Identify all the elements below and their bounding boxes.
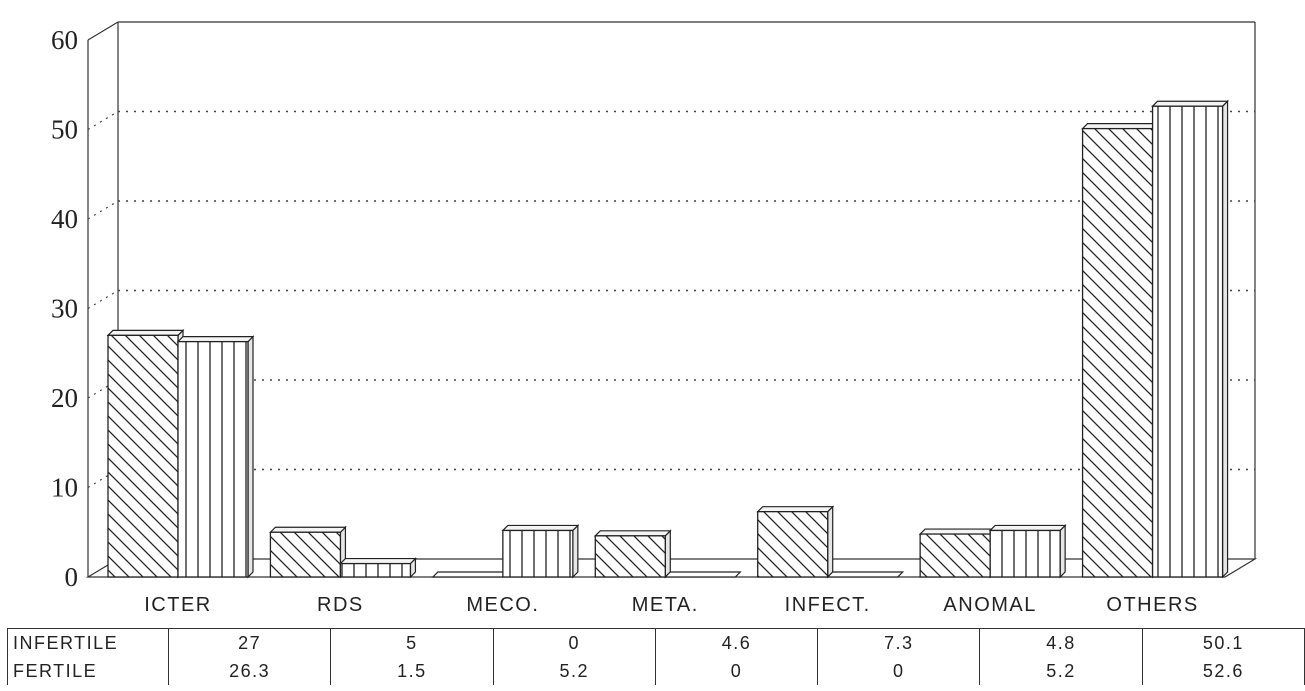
bar-top xyxy=(1151,100,1230,107)
table-cell: 0 xyxy=(492,628,656,657)
table-cell: 26.3 xyxy=(167,657,332,685)
bar-face xyxy=(339,562,412,578)
bar-face xyxy=(594,535,666,578)
y-tick-label: 60 xyxy=(51,25,78,55)
y-tick-label: 30 xyxy=(51,294,78,324)
gridline-side xyxy=(87,200,119,220)
table-cell: 5.2 xyxy=(492,657,656,685)
bar-side xyxy=(247,335,254,579)
x-tick-label: INFECT. xyxy=(785,594,871,616)
bar-face xyxy=(502,529,574,578)
gridlines xyxy=(87,110,1255,489)
x-tick-label: OTHERS xyxy=(1106,594,1198,616)
x-tick-label: RDS xyxy=(317,594,364,616)
bar-face xyxy=(1151,105,1224,578)
bar-side xyxy=(827,505,834,579)
table-cell: 5.2 xyxy=(979,657,1143,685)
y-tick-label: 40 xyxy=(51,204,78,234)
bar-fertile-rds xyxy=(338,557,417,579)
bar-face xyxy=(757,511,829,578)
table-cell: 7.3 xyxy=(817,628,981,657)
table-row-fertile: FERTILE 26.3 1.5 5.2 0 0 5.2 52.6 xyxy=(7,657,1305,685)
data-table: INFERTILE 27 5 0 4.6 7.3 4.8 50.1 FERTIL… xyxy=(7,628,1305,685)
y-tick-label: 50 xyxy=(51,115,78,145)
bar-top xyxy=(501,524,580,532)
bar-face xyxy=(107,334,179,578)
bar-zero xyxy=(663,571,742,578)
bars xyxy=(106,99,1230,579)
row-label-infertile: INFERTILE xyxy=(7,628,169,657)
bar-infertile-rds xyxy=(268,525,347,579)
bar-face xyxy=(919,533,991,578)
row-label-fertile: FERTILE xyxy=(7,657,169,685)
table-cell: 52.6 xyxy=(1141,657,1305,685)
table-cell: 4.8 xyxy=(979,628,1143,657)
bar-top xyxy=(593,530,672,537)
y-tick-label: 10 xyxy=(51,473,78,503)
bar-top xyxy=(268,526,347,533)
gridline-side xyxy=(87,289,119,310)
bar-fertile-meco xyxy=(501,524,580,579)
bar-top xyxy=(988,524,1067,532)
bar-chart: 0 10 20 30 40 50 60 ICTER RDS MECO. META. INFECT. AN… xyxy=(51,21,1258,616)
table-cell: 1.5 xyxy=(330,657,494,685)
table-cell: 4.6 xyxy=(654,628,819,657)
x-tick-label: MECO. xyxy=(466,594,539,616)
axis-labels: 0 10 20 30 40 50 60 ICTER RDS MECO. META. INFECT. AN… xyxy=(51,25,1198,616)
bar-side xyxy=(1059,524,1066,579)
table-row-infertile: INFERTILE 27 5 0 4.6 7.3 4.8 50.1 xyxy=(7,628,1305,657)
y-tick-label: 20 xyxy=(51,383,78,413)
bar-top xyxy=(106,329,185,336)
bar-infertile-meta xyxy=(593,529,672,579)
bar-infertile-infect xyxy=(756,505,835,579)
bar-top xyxy=(176,336,255,343)
x-tick-label: ICTER xyxy=(144,594,212,616)
bar-infertile-meco xyxy=(431,571,510,578)
bar-face xyxy=(1081,127,1154,578)
bar-zero xyxy=(826,571,905,578)
table-cell: 0 xyxy=(817,657,981,685)
table-cell: 0 xyxy=(654,657,819,685)
bar-fertile-meta xyxy=(663,571,742,578)
bar-fertile-anomal xyxy=(988,524,1067,579)
bar-top xyxy=(756,506,835,513)
bar-infertile-anomal xyxy=(918,527,997,579)
bar-side xyxy=(572,524,579,579)
bar-face xyxy=(177,340,249,578)
bar-top xyxy=(338,557,417,565)
bar-infertile-icter xyxy=(106,328,185,579)
bar-side xyxy=(1221,99,1229,579)
table-cell: 27 xyxy=(167,628,332,657)
x-tick-label: ANOMAL xyxy=(943,594,1036,616)
bar-top xyxy=(918,528,997,535)
chart-frame xyxy=(85,21,1258,578)
y-tick-label: 0 xyxy=(65,562,79,592)
gridline-side xyxy=(87,110,119,131)
bar-top xyxy=(1081,123,1160,130)
bar-face xyxy=(989,529,1061,578)
wall-top-edge xyxy=(87,21,119,41)
x-tick-label: META. xyxy=(632,594,699,616)
bar-zero xyxy=(431,571,510,578)
bar-side xyxy=(664,529,671,579)
table-cell: 50.1 xyxy=(1141,628,1305,657)
bar-fertile-icter xyxy=(176,335,255,579)
bar-fertile-others xyxy=(1151,99,1230,579)
bar-infertile-others xyxy=(1081,122,1160,579)
bar-fertile-infect xyxy=(826,571,905,578)
table-cell: 5 xyxy=(330,628,494,657)
bar-face xyxy=(269,531,342,578)
